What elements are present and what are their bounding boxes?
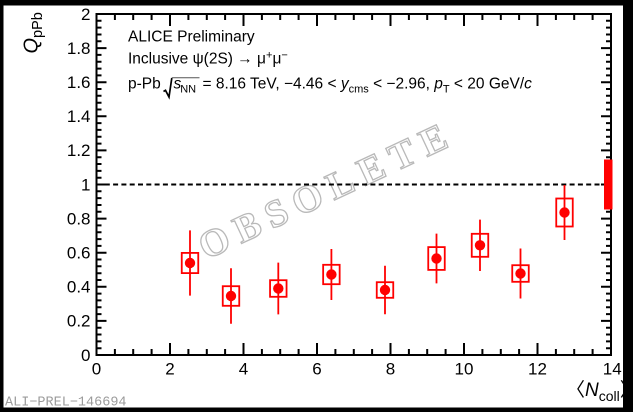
- svg-text:= 8.16 TeV, −4.46 < ycms < −2.: = 8.16 TeV, −4.46 < ycms < −2.96, pT < 2…: [203, 76, 533, 96]
- svg-text:NN: NN: [180, 84, 196, 96]
- svg-text:1.2: 1.2: [67, 141, 91, 160]
- svg-text:ALICE Preliminary: ALICE Preliminary: [128, 29, 255, 46]
- svg-text:10: 10: [455, 360, 474, 379]
- svg-text:0: 0: [92, 360, 101, 379]
- svg-text:0.2: 0.2: [67, 312, 91, 331]
- svg-text:QpPb: QpPb: [21, 12, 47, 53]
- svg-text:14: 14: [603, 360, 622, 379]
- svg-text:1.8: 1.8: [67, 39, 91, 58]
- svg-text:0.4: 0.4: [67, 278, 91, 297]
- svg-text:2: 2: [165, 360, 174, 379]
- svg-text:12: 12: [528, 360, 547, 379]
- svg-text:s: s: [174, 76, 182, 93]
- svg-text:0.8: 0.8: [67, 209, 91, 228]
- svg-text:p-Pb: p-Pb: [128, 76, 161, 93]
- svg-text:4: 4: [239, 360, 248, 379]
- svg-text:1: 1: [81, 175, 90, 194]
- svg-text:8: 8: [386, 360, 395, 379]
- svg-text:Inclusive ψ(2S) → μ+μ−: Inclusive ψ(2S) → μ+μ−: [128, 50, 288, 68]
- svg-text:1.4: 1.4: [67, 107, 91, 126]
- svg-text:2: 2: [81, 5, 90, 24]
- svg-text:0.6: 0.6: [67, 244, 91, 263]
- svg-text:ALI−PREL−146694: ALI−PREL−146694: [5, 396, 127, 411]
- svg-text:0: 0: [81, 346, 90, 365]
- svg-text:6: 6: [312, 360, 321, 379]
- svg-text:1.6: 1.6: [67, 73, 91, 92]
